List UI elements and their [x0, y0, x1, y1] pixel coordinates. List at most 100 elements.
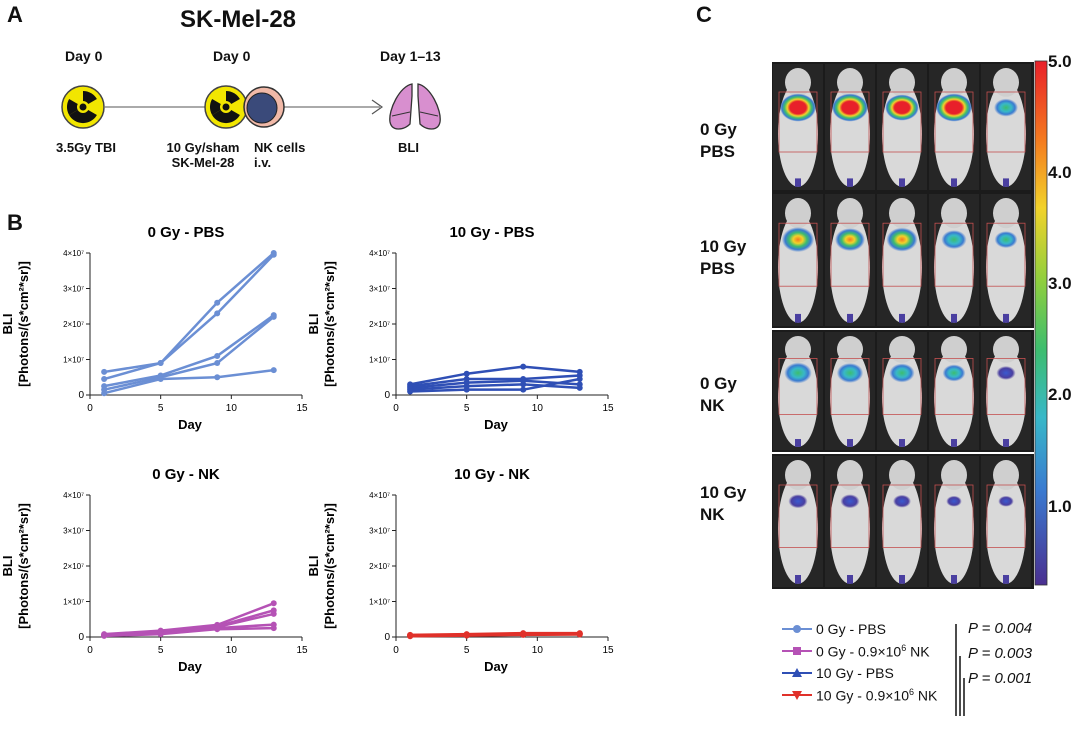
roi-box [882, 222, 922, 287]
y-axis-label: BLI [0, 314, 15, 335]
series-line [410, 379, 580, 390]
legend-item: 10 Gy - PBS [782, 662, 937, 684]
x-tick-label: 10 [226, 645, 238, 656]
legend-marker-square-icon [782, 647, 812, 655]
data-point [157, 376, 164, 383]
x-axis-label: Day [484, 417, 509, 432]
roi-box [986, 222, 1026, 287]
bli-signal [780, 93, 816, 122]
x-axis-label: Day [178, 659, 203, 674]
radiation-icon [204, 85, 248, 129]
roi-box [882, 484, 922, 548]
roi-box [778, 222, 818, 287]
colorbar-tick: 4.0 [1048, 163, 1072, 182]
mouse-body [830, 473, 870, 584]
bli-signal [946, 495, 962, 507]
legend-label-suffix: NK [914, 687, 938, 704]
x-tick-label: 0 [393, 645, 399, 656]
tail-signal [899, 313, 905, 323]
chart-title: 0 Gy - NK [152, 466, 220, 483]
tail-signal [847, 313, 853, 323]
data-point [101, 632, 108, 639]
row-label-line1: 0 Gy [700, 374, 737, 393]
x-tick-label: 0 [87, 645, 93, 656]
mouse-head [941, 336, 967, 363]
data-point [270, 367, 277, 374]
roi-box [934, 91, 974, 153]
bli-signal [941, 230, 967, 250]
row-label-0gy-nk: 0 Gy NK [700, 373, 737, 417]
mouse-head [941, 460, 967, 490]
mouse-head [889, 336, 915, 363]
legend-label-text: 0 Gy - 0.9×10 [816, 643, 902, 660]
x-tick-label: 10 [532, 403, 544, 414]
y-tick-label: 3×10⁷ [369, 527, 390, 536]
y-tick-label: 2×10⁷ [63, 562, 84, 571]
data-point [520, 631, 527, 638]
nk-label-line2: i.v. [254, 155, 272, 170]
tail-signal [847, 178, 853, 187]
bli-signal [885, 94, 919, 121]
x-tick-label: 15 [602, 403, 614, 414]
data-point [157, 360, 164, 367]
radiation-icon [61, 85, 105, 129]
tail-signal [1003, 178, 1009, 187]
y-tick-label: 1×10⁷ [369, 356, 390, 365]
data-point [520, 381, 527, 388]
data-point [407, 388, 414, 395]
bli-signal [784, 362, 812, 384]
bli-signal [840, 494, 860, 509]
mouse-body [986, 211, 1026, 323]
data-point [463, 386, 470, 393]
bli-step-label: BLI [398, 140, 419, 155]
mouse-head [993, 68, 1019, 97]
roi-box [986, 484, 1026, 548]
data-point [214, 360, 221, 367]
data-point [576, 631, 583, 638]
series-line [104, 626, 274, 638]
day-label-1: Day 0 [65, 48, 103, 64]
cell-icon [243, 86, 285, 128]
tail-signal [847, 575, 853, 584]
series-line [103, 253, 275, 381]
colorbar-tick: 5.0 [1048, 52, 1072, 71]
data-point [576, 384, 583, 391]
data-point [520, 363, 527, 370]
data-point [270, 251, 277, 258]
data-point [214, 374, 221, 381]
tail-signal [847, 439, 853, 447]
bli-signal [942, 364, 966, 382]
series-line [409, 365, 580, 386]
row-label-line1: 0 Gy [700, 120, 737, 139]
roi-box [778, 484, 818, 548]
pvalue-0gy-nk-vs-10gy-pbs: P = 0.003 [968, 645, 1033, 662]
bli-signal [835, 228, 865, 252]
x-axis-label: Day [178, 417, 203, 432]
mouse-head [785, 68, 811, 97]
day-label-2: Day 0 [213, 48, 251, 64]
y-axis-label-units: [Photons/(s*cm²*sr)] [322, 503, 337, 629]
y-tick-label: 3×10⁷ [63, 527, 84, 536]
bli-signal [893, 494, 911, 508]
row-label-line2: PBS [700, 259, 735, 278]
x-tick-label: 0 [393, 403, 399, 414]
chart-title: 10 Gy - NK [454, 466, 530, 483]
x-tick-label: 10 [532, 645, 544, 656]
legend-label: 10 Gy - 0.9×106 NK [816, 687, 937, 704]
series-line [409, 374, 580, 388]
colorbar-tick: 3.0 [1048, 274, 1072, 293]
bli-signal [886, 227, 918, 252]
mouse-body [882, 348, 922, 447]
pvalue-10gy-pbs-vs-10gy-nk: P = 0.001 [968, 670, 1033, 687]
row-label-10gy-pbs: 10 Gy PBS [700, 236, 746, 280]
data-point [270, 600, 277, 607]
row-label-line2: PBS [700, 142, 735, 161]
mouse-head [993, 460, 1019, 490]
irradiation-label: 10 Gy/sham SK-Mel-28 [155, 140, 251, 170]
mouse-body [986, 473, 1026, 584]
data-point [214, 352, 221, 359]
legend-marker-circle-icon [782, 625, 812, 633]
y-tick-label: 1×10⁷ [369, 598, 390, 607]
mouse-head [785, 336, 811, 363]
tail-signal [795, 439, 801, 447]
